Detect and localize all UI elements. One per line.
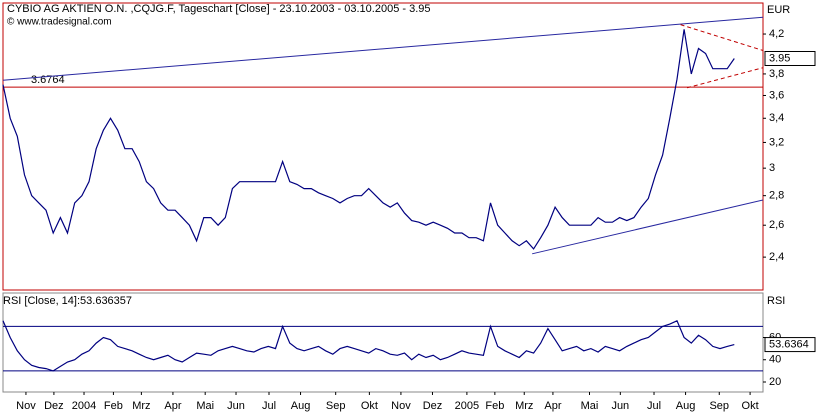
x-tick-label: Sep bbox=[326, 400, 346, 412]
x-tick-label: Okt bbox=[361, 400, 378, 412]
trendline bbox=[686, 67, 764, 89]
x-tick-label: Mrz bbox=[132, 400, 150, 412]
rsi-unit: RSI bbox=[767, 295, 785, 307]
trendline bbox=[532, 199, 764, 255]
x-tick-label: Dez bbox=[44, 400, 64, 412]
chart-title: CYBIO AG AKTIEN O.N. ,CQJG.F, Tageschart… bbox=[7, 3, 431, 15]
x-tick-label: Sep bbox=[709, 400, 729, 412]
y-tick-label: 3,8 bbox=[769, 68, 784, 80]
x-tick-label: Jul bbox=[262, 400, 276, 412]
series-line bbox=[2, 29, 735, 250]
trendline bbox=[680, 24, 764, 51]
x-tick-label: Aug bbox=[676, 400, 696, 412]
y-tick-label: 2,8 bbox=[769, 190, 784, 202]
trendline bbox=[2, 16, 764, 81]
last-value-label: 3.95 bbox=[769, 52, 790, 64]
x-tick-label: 2005 bbox=[455, 400, 479, 412]
y-tick-label: 4,2 bbox=[769, 28, 784, 40]
x-tick-label: Mai bbox=[581, 400, 599, 412]
series-line bbox=[2, 319, 735, 372]
y-tick-label: 3,6 bbox=[769, 89, 784, 101]
last-value-label: 53.6364 bbox=[769, 338, 809, 350]
last-value-box bbox=[764, 337, 816, 353]
y-tick-label: 2,6 bbox=[769, 219, 784, 231]
y-tick-label: 40 bbox=[769, 354, 781, 366]
x-tick-label: Jun bbox=[611, 400, 629, 412]
y-tick-label: 3,2 bbox=[769, 136, 784, 148]
x-tick-label: Feb bbox=[485, 400, 504, 412]
subtitle: © www.tradesignal.com bbox=[7, 17, 112, 28]
x-tick-label: Jul bbox=[647, 400, 661, 412]
x-tick-label: Apr bbox=[164, 400, 181, 412]
y-tick-label: 20 bbox=[769, 376, 781, 388]
price-panel bbox=[2, 2, 764, 291]
y-unit: EUR bbox=[767, 4, 790, 16]
x-tick-label: Okt bbox=[742, 400, 759, 412]
y-tick-label: 3,4 bbox=[769, 112, 784, 124]
y-tick-label: 2,4 bbox=[769, 251, 784, 263]
y-tick-label: 3 bbox=[769, 162, 775, 174]
rsi-panel bbox=[2, 292, 764, 393]
x-tick-label: Nov bbox=[391, 400, 411, 412]
x-tick-label: Apr bbox=[544, 400, 561, 412]
rsi-title: RSI [Close, 14]:53.636357 bbox=[3, 295, 132, 307]
x-tick-label: Aug bbox=[291, 400, 311, 412]
x-tick-label: Jun bbox=[227, 400, 245, 412]
last-value-box bbox=[764, 50, 816, 66]
x-tick-label: Feb bbox=[104, 400, 123, 412]
x-tick-label: Mrz bbox=[515, 400, 533, 412]
x-tick-label: Mai bbox=[196, 400, 214, 412]
x-tick-label: Nov bbox=[16, 400, 36, 412]
x-tick-label: Dez bbox=[423, 400, 443, 412]
x-tick-label: 2004 bbox=[72, 400, 96, 412]
